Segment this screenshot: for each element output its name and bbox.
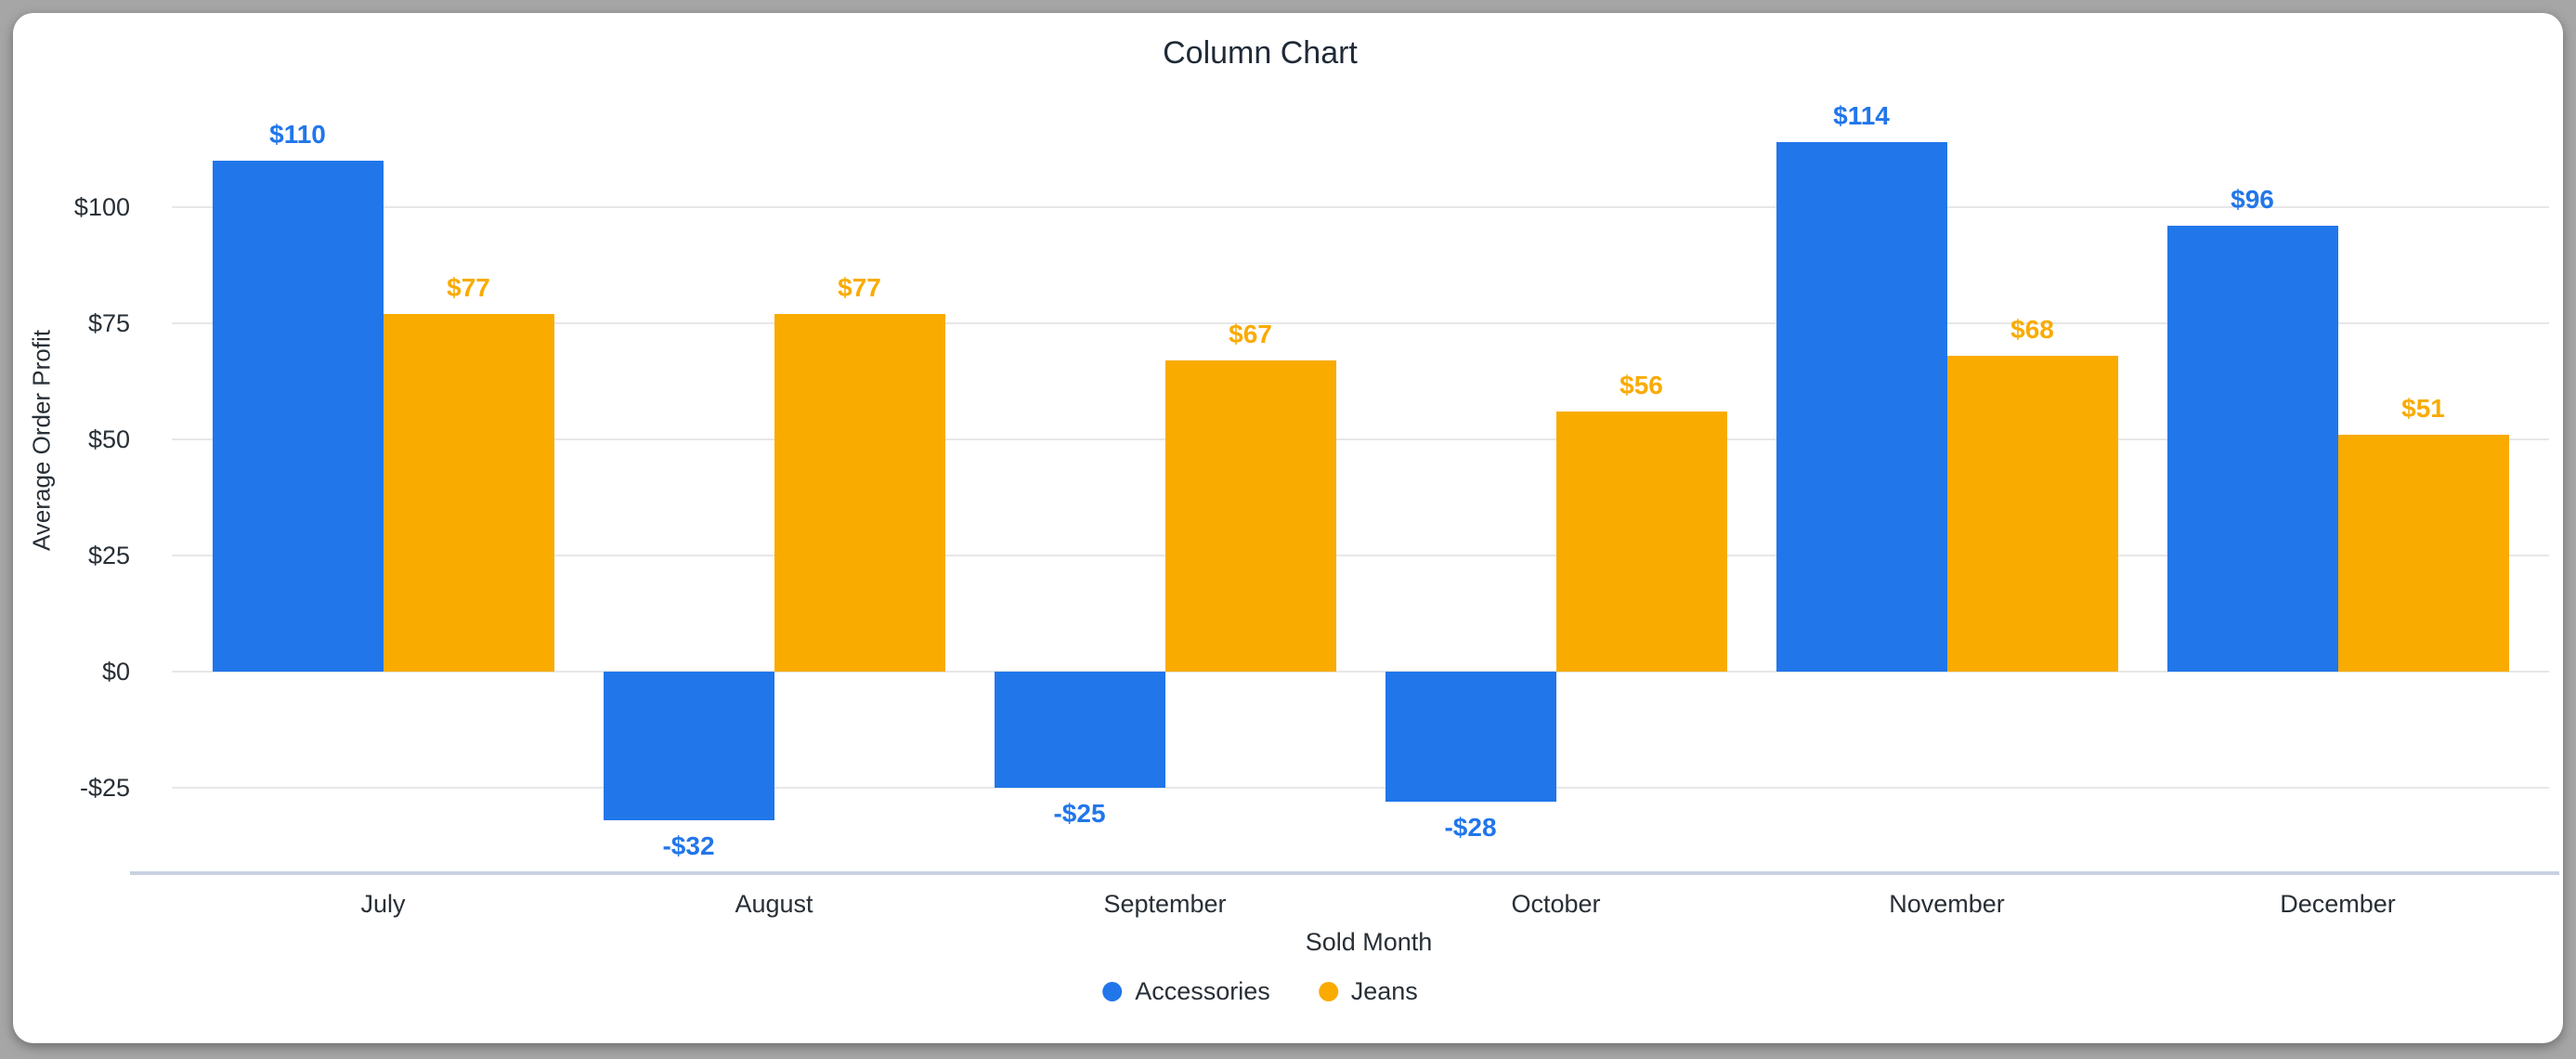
legend-label-accessories: Accessories bbox=[1135, 977, 1270, 1005]
bar-accessories-july[interactable] bbox=[212, 161, 384, 672]
bar-jeans-september[interactable] bbox=[1164, 360, 1336, 672]
x-axis-title: Sold Month bbox=[1305, 928, 1433, 956]
x-axis-label-august: August bbox=[735, 890, 813, 918]
gridline-100 bbox=[172, 206, 2549, 208]
x-axis-label-november: November bbox=[1889, 890, 2005, 918]
value-label-jeans-october: $56 bbox=[1620, 371, 1663, 399]
bar-jeans-august[interactable] bbox=[774, 314, 945, 672]
gridline-25 bbox=[172, 555, 2549, 556]
bar-accessories-august[interactable] bbox=[603, 672, 774, 820]
legend: Accessories Jeans bbox=[1102, 977, 1418, 1006]
value-label-accessories-october: -$28 bbox=[1444, 813, 1497, 842]
y-axis-tick-25: $25 bbox=[87, 542, 130, 569]
bar-jeans-december[interactable] bbox=[2337, 435, 2509, 672]
y-axis-tick--25: -$25 bbox=[79, 774, 130, 802]
gridline-0 bbox=[172, 671, 2549, 673]
x-axis-label-september: September bbox=[1103, 890, 1227, 918]
value-label-accessories-november: $114 bbox=[1833, 101, 1890, 130]
bar-jeans-october[interactable] bbox=[1555, 412, 1727, 672]
legend-item-jeans[interactable]: Jeans bbox=[1318, 977, 1418, 1006]
accessories-series-swatch-icon bbox=[1102, 982, 1123, 1001]
value-label-accessories-december: $96 bbox=[2231, 185, 2274, 214]
value-label-accessories-july: $110 bbox=[269, 120, 326, 149]
jeans-series-swatch-icon bbox=[1318, 982, 1338, 1001]
x-axis-baseline bbox=[130, 871, 2559, 875]
chart-title: Column Chart bbox=[1163, 35, 1358, 71]
bar-accessories-september[interactable] bbox=[994, 672, 1165, 788]
value-label-jeans-august: $77 bbox=[838, 273, 881, 302]
value-label-jeans-november: $68 bbox=[2010, 315, 2054, 344]
value-label-jeans-september: $67 bbox=[1229, 320, 1272, 348]
chart-card: Column Chart Average Order Profit $100 $7… bbox=[13, 13, 2563, 1043]
x-axis-label-july: July bbox=[360, 890, 406, 918]
value-label-jeans-july: $77 bbox=[447, 273, 490, 302]
bar-jeans-november[interactable] bbox=[1946, 356, 2118, 672]
value-label-jeans-december: $51 bbox=[2401, 394, 2445, 423]
plot-area: $100 $75 $50 $25 $0 -$25 July $110 $77 August -$32… bbox=[74, 89, 2559, 918]
y-axis-tick-50: $50 bbox=[87, 425, 130, 453]
bar-accessories-november[interactable] bbox=[1776, 142, 1947, 672]
legend-label-jeans: Jeans bbox=[1350, 977, 1418, 1005]
value-label-accessories-august: -$32 bbox=[662, 831, 715, 860]
value-label-accessories-september: -$25 bbox=[1053, 799, 1106, 828]
bar-accessories-october[interactable] bbox=[1385, 672, 1556, 802]
gridline-75 bbox=[172, 322, 2549, 324]
x-axis-label-october: October bbox=[1511, 890, 1601, 918]
y-axis-tick-0: $0 bbox=[101, 658, 130, 686]
gridline-50 bbox=[172, 438, 2549, 440]
bar-accessories-december[interactable] bbox=[2166, 226, 2338, 672]
y-axis-tick-75: $75 bbox=[87, 309, 130, 337]
y-axis-tick-100: $100 bbox=[73, 193, 130, 221]
legend-item-accessories[interactable]: Accessories bbox=[1102, 977, 1270, 1006]
x-axis-label-december: December bbox=[2280, 890, 2396, 918]
gridline--25 bbox=[172, 787, 2549, 789]
bar-jeans-july[interactable] bbox=[383, 314, 554, 672]
